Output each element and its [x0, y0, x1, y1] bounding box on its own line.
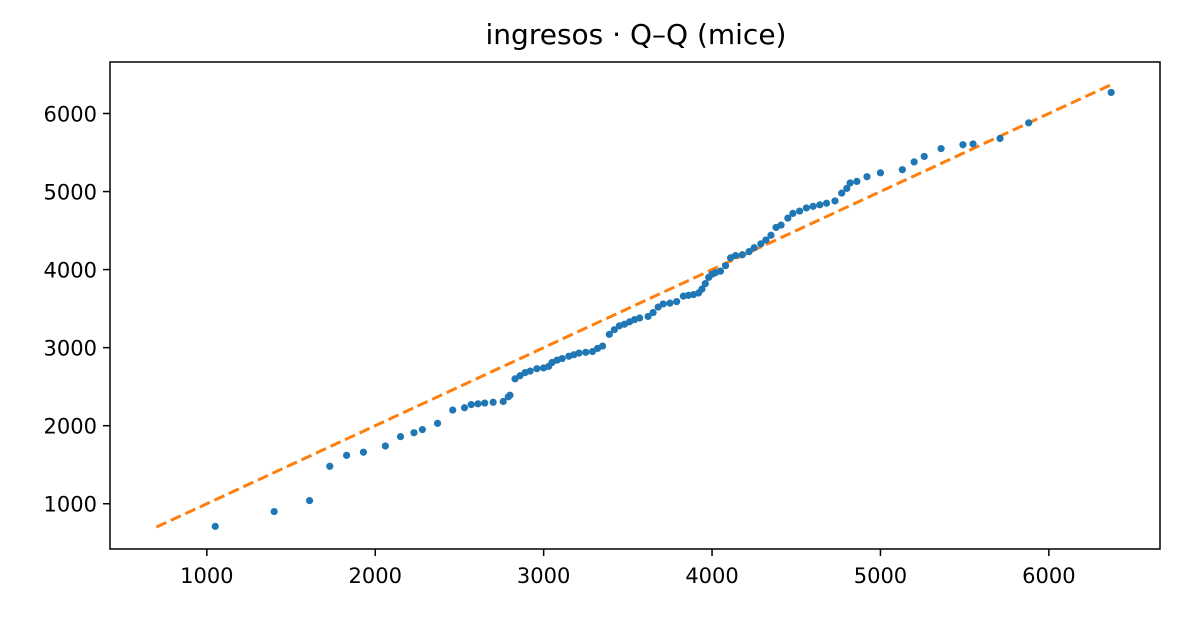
y-tick-label: 6000	[44, 103, 97, 127]
data-point	[558, 354, 566, 363]
data-point	[863, 173, 871, 181]
data-point	[211, 522, 219, 530]
data-point	[610, 326, 618, 334]
data-point	[732, 251, 740, 260]
data-point	[920, 152, 928, 161]
data-point	[846, 179, 854, 187]
data-point	[822, 199, 831, 207]
data-point	[738, 251, 746, 259]
data-point	[433, 419, 442, 427]
data-point	[876, 169, 885, 177]
reference-line	[155, 83, 1112, 529]
points-layer	[211, 88, 1115, 530]
data-point	[802, 204, 810, 212]
data-point	[1107, 88, 1115, 97]
data-point	[598, 342, 607, 350]
data-point	[959, 141, 967, 149]
plot-frame	[109, 61, 1161, 550]
data-point	[396, 433, 405, 441]
data-point	[716, 267, 725, 275]
data-point	[659, 300, 667, 308]
data-point	[449, 406, 457, 414]
data-point	[666, 299, 674, 307]
x-axis: 1000 2000 3000 4000 5000 6000	[180, 549, 1076, 588]
reference-line-layer	[155, 83, 1112, 529]
chart-title: ingresos · Q–Q (mice)	[486, 18, 787, 51]
data-point	[937, 145, 945, 153]
x-tick-label: 5000	[854, 564, 907, 588]
data-point	[481, 399, 489, 407]
data-point	[853, 177, 861, 186]
data-point	[767, 231, 775, 239]
data-point	[526, 367, 534, 375]
data-point	[489, 398, 497, 406]
data-point	[474, 400, 482, 408]
data-point	[701, 280, 709, 288]
data-point	[460, 404, 469, 412]
x-tick-label: 6000	[1022, 564, 1075, 588]
data-point	[910, 158, 918, 166]
data-point	[831, 197, 839, 205]
data-point	[757, 240, 765, 248]
x-tick-label: 2000	[349, 564, 402, 588]
y-tick-label: 1000	[44, 493, 97, 517]
data-point	[809, 202, 817, 210]
data-point	[898, 166, 906, 174]
data-point	[467, 401, 475, 409]
data-point	[644, 312, 652, 321]
data-point	[721, 262, 730, 270]
y-tick-label: 5000	[44, 181, 97, 205]
x-tick-label: 1000	[180, 564, 233, 588]
data-point	[649, 308, 657, 317]
y-tick-label: 3000	[44, 337, 97, 361]
data-point	[838, 189, 846, 197]
data-point	[789, 209, 797, 218]
data-point	[533, 365, 541, 373]
data-point	[605, 330, 613, 338]
data-point	[305, 497, 314, 505]
data-point	[750, 244, 758, 252]
data-point	[698, 285, 706, 293]
x-tick-label: 3000	[517, 564, 570, 588]
data-point	[1025, 119, 1033, 127]
data-point	[343, 451, 351, 459]
data-point	[582, 348, 590, 356]
x-tick-label: 4000	[685, 564, 738, 588]
data-point	[410, 429, 418, 437]
data-point	[762, 236, 770, 244]
data-point	[499, 397, 507, 406]
data-point	[326, 462, 334, 470]
data-point	[381, 442, 389, 450]
y-tick-label: 4000	[44, 259, 97, 283]
data-point	[673, 297, 681, 306]
data-point	[816, 201, 824, 209]
y-tick-label: 2000	[44, 415, 97, 439]
data-point	[745, 248, 753, 256]
data-point	[777, 221, 785, 229]
y-axis: 1000 2000 3000 4000 5000 6000	[44, 103, 110, 517]
data-point	[506, 391, 514, 399]
data-point	[270, 507, 278, 516]
data-point	[784, 214, 792, 222]
data-point	[575, 349, 583, 357]
data-point	[969, 140, 977, 148]
data-point	[796, 207, 804, 215]
data-point	[636, 314, 644, 322]
data-point	[359, 448, 368, 456]
data-point	[418, 425, 426, 434]
data-point	[996, 134, 1004, 143]
data-point	[843, 184, 851, 193]
